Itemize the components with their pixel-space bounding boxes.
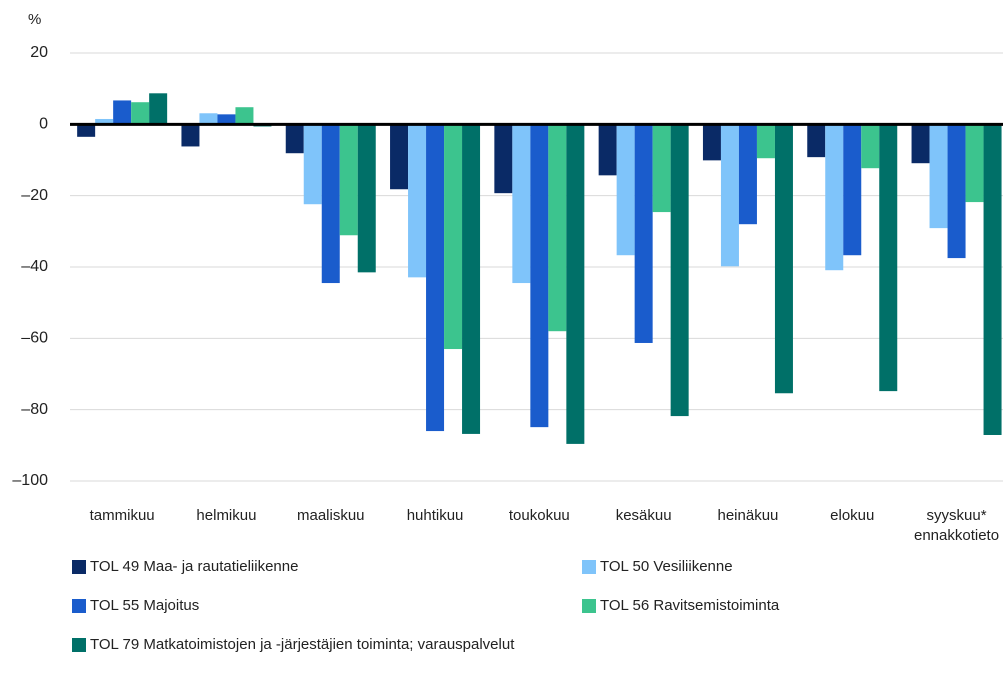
bar: [965, 124, 984, 203]
x-tick-label: helmikuu: [196, 507, 256, 524]
bar: [95, 118, 114, 125]
y-tick-label: –40: [21, 258, 48, 275]
bar: [670, 124, 689, 417]
legend-label: TOL 55 Majoitus: [90, 597, 199, 614]
bar: [598, 124, 617, 176]
bar: [738, 124, 757, 225]
legend-swatch: [72, 560, 86, 574]
bar: [408, 124, 427, 278]
bar: [756, 124, 775, 159]
bar: [947, 124, 966, 259]
bar: [217, 114, 236, 125]
bar: [983, 124, 1002, 435]
legend-swatch: [72, 638, 86, 652]
x-tick-label: toukokuu: [509, 507, 570, 524]
y-tick-label: –60: [21, 330, 48, 347]
bar: [113, 100, 132, 125]
bar: [929, 124, 948, 229]
bar: [285, 124, 304, 154]
legend-label: TOL 49 Maa- ja rautatieliikenne: [90, 558, 298, 575]
legend-label: TOL 50 Vesiliikenne: [600, 558, 733, 575]
x-tick-label: heinäkuu: [718, 507, 779, 524]
bar: [634, 124, 653, 343]
bar: [911, 124, 930, 164]
y-tick-label: –100: [12, 472, 48, 489]
legend-label: TOL 56 Ravitsemistoiminta: [600, 597, 780, 614]
bar: [720, 124, 739, 267]
bar: [131, 102, 150, 125]
bar: [566, 124, 585, 444]
x-tick-label: syyskuu* ennakkotieto: [914, 507, 999, 544]
bar: [652, 124, 671, 213]
bar: [426, 124, 445, 432]
bar: [616, 124, 635, 256]
bar: [357, 124, 376, 273]
x-tick-label: maaliskuu: [297, 507, 365, 524]
x-tick-label: elokuu: [830, 507, 874, 524]
bar: [774, 124, 793, 394]
legend-swatch: [582, 560, 596, 574]
legend-swatch: [582, 599, 596, 613]
x-tick-label: kesäkuu: [616, 507, 672, 524]
bar: [390, 124, 409, 190]
bar: [149, 93, 168, 125]
bar: [512, 124, 531, 284]
bar: [879, 124, 898, 392]
bar: [199, 113, 218, 125]
bar: [807, 124, 826, 158]
bar: [235, 107, 254, 125]
bar: [462, 124, 481, 434]
y-tick-label: –20: [21, 187, 48, 204]
bar: [825, 124, 844, 271]
bar: [181, 124, 200, 147]
bar: [303, 124, 322, 205]
y-tick-label: 0: [39, 116, 48, 133]
bar: [702, 124, 721, 161]
legend-swatch: [72, 599, 86, 613]
bar: [321, 124, 340, 284]
y-tick-label: –80: [21, 401, 48, 418]
x-tick-label: tammikuu: [90, 507, 155, 524]
legend-label: TOL 79 Matkatoimistojen ja -järjestäjien…: [90, 636, 515, 653]
bar: [548, 124, 567, 332]
y-axis-unit: %: [28, 11, 41, 28]
y-tick-label: 20: [30, 44, 48, 61]
x-tick-label: huhtikuu: [407, 507, 464, 524]
bar: [494, 124, 513, 194]
bar: [861, 124, 880, 169]
bar: [339, 124, 358, 236]
bar: [530, 124, 549, 428]
bar: [843, 124, 862, 256]
bar: [444, 124, 463, 350]
bar: [77, 124, 96, 137]
